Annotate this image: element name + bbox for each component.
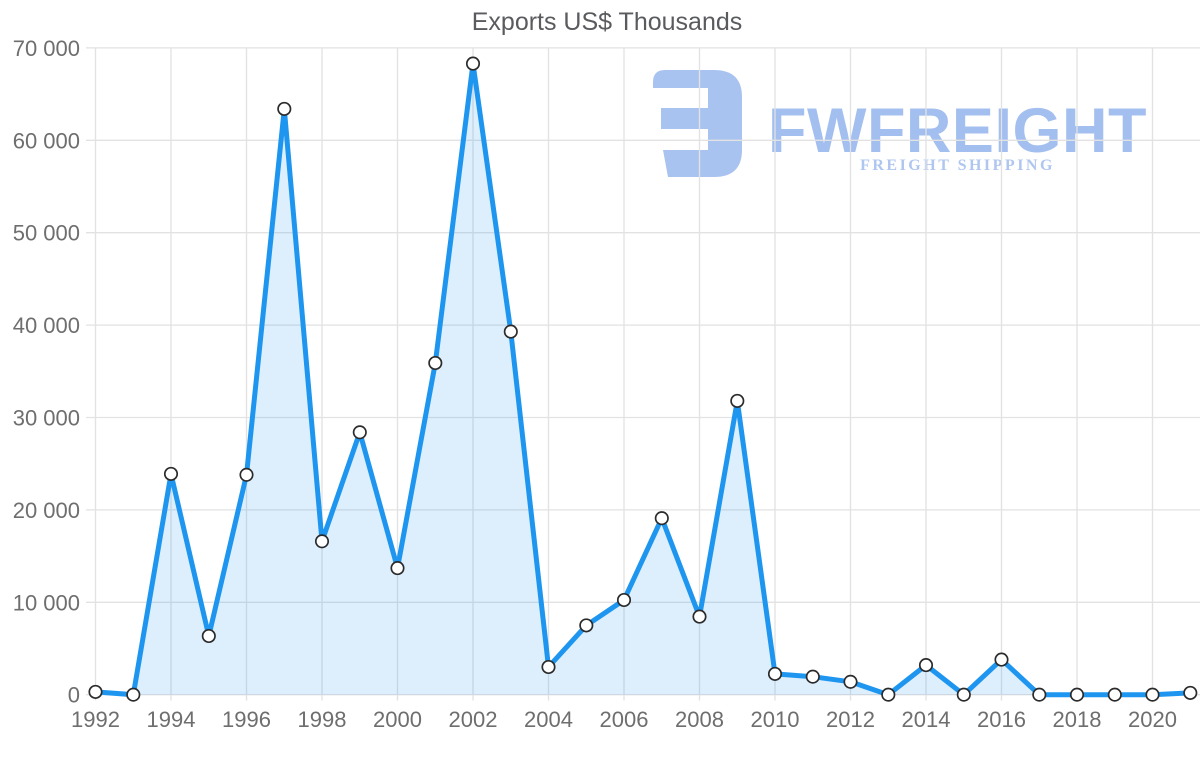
y-axis-tick-label: 70 000 [13, 36, 80, 61]
x-axis-tick-label: 2010 [751, 707, 800, 732]
data-point-2013[interactable] [881, 687, 896, 702]
data-point-1992[interactable] [88, 684, 103, 699]
fwfreight-logo-icon [653, 70, 742, 177]
x-axis-tick-label: 2020 [1128, 707, 1177, 732]
y-axis-tick-label: 50 000 [13, 221, 80, 246]
y-axis-tick-label: 0 [68, 683, 80, 708]
logo-tagline-text: FREIGHT SHIPPING [860, 157, 1055, 174]
data-point-2005[interactable] [579, 618, 594, 633]
x-axis-tick-label: 2000 [373, 707, 422, 732]
x-axis-tick-label: 2006 [600, 707, 649, 732]
data-point-2014[interactable] [918, 658, 934, 673]
data-point-2001[interactable] [428, 355, 443, 371]
data-point-2021[interactable] [1183, 685, 1198, 700]
data-point-2017[interactable] [1032, 687, 1047, 702]
x-axis-tick-label: 1992 [71, 707, 120, 732]
chart-title: Exports US$ Thousands [471, 8, 743, 36]
data-point-2004[interactable] [541, 659, 556, 675]
x-axis-tick-label: 1996 [222, 707, 271, 732]
data-point-2010[interactable] [767, 666, 783, 681]
fwfreight-logo: FWFREIGHT FREIGHT SHIPPING [650, 70, 1155, 190]
series-area-fill [95, 63, 1191, 695]
data-point-2006[interactable] [616, 592, 632, 608]
x-axis-tick-label: 2004 [524, 707, 573, 732]
data-point-2007[interactable] [654, 511, 669, 526]
data-point-2011[interactable] [805, 669, 820, 684]
y-axis-tick-label: 40 000 [13, 313, 80, 338]
y-axis-tick-label: 60 000 [13, 128, 80, 153]
data-point-1998[interactable] [314, 534, 330, 549]
x-axis-tick-label: 2016 [977, 707, 1026, 732]
series-line [93, 61, 1193, 698]
data-point-2019[interactable] [1107, 687, 1122, 702]
data-point-2000[interactable] [390, 561, 405, 576]
data-point-1999[interactable] [352, 425, 367, 440]
data-point-2016[interactable] [994, 652, 1009, 667]
y-axis-tick-label: 10 000 [13, 590, 80, 615]
data-point-2012[interactable] [843, 674, 858, 689]
x-axis-tick-label: 1994 [147, 707, 196, 732]
data-point-1993[interactable] [126, 687, 141, 702]
data-point-2015[interactable] [956, 687, 971, 702]
data-point-1996[interactable] [239, 467, 254, 482]
logo-brand-text: FWFREIGHT [768, 96, 1147, 166]
x-axis-tick-label: 2012 [826, 707, 875, 732]
y-axis-tick-label: 20 000 [13, 498, 80, 523]
x-axis-tick-label: 2008 [675, 707, 724, 732]
data-point-1997[interactable] [277, 101, 292, 116]
x-axis-tick-label: 2002 [449, 707, 498, 732]
data-point-2008[interactable] [692, 609, 707, 624]
x-axis-tick-label: 2014 [902, 707, 951, 732]
data-point-2020[interactable] [1145, 687, 1160, 702]
y-axis-tick-label: 30 000 [13, 406, 80, 431]
data-point-2009[interactable] [730, 393, 745, 408]
data-point-2003[interactable] [503, 324, 518, 339]
x-axis-tick-label: 1998 [298, 707, 347, 732]
data-point-1995[interactable] [201, 628, 216, 644]
data-point-2018[interactable] [1069, 687, 1085, 702]
data-point-2002[interactable] [465, 56, 481, 71]
x-axis-tick-label: 2018 [1053, 707, 1102, 732]
data-point-1994[interactable] [163, 466, 179, 481]
